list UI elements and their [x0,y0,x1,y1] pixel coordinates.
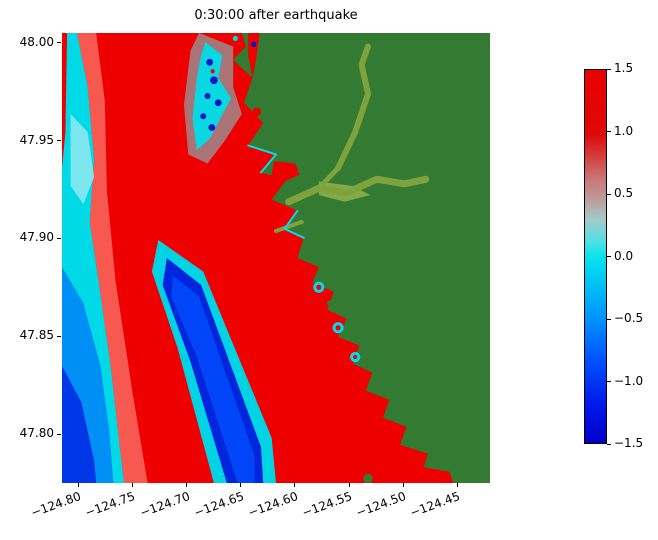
colorbar-tick-label: 0.5 [614,186,634,200]
river-flats-north-branch [335,43,371,171]
y-tick-mark [57,42,61,44]
offshore-transition-band [77,33,148,483]
tsunami-heatmap [62,33,490,483]
colorbar-tick-mark [607,318,611,320]
colorbar-tick-label: −0.5 [614,311,644,325]
map-plot-area [62,33,490,483]
offshore-deep-blue-wedge [62,366,97,483]
y-tick-mark [57,140,61,142]
colorbar-gradient [585,70,606,443]
y-tick-label: 47.95 [19,132,54,147]
colorbar-tick-label: −1.5 [614,436,644,450]
river-flats-connector [316,165,341,191]
river-flats-main [285,175,430,206]
x-tick-mark [186,483,188,487]
colorbar-tick-label: 1.0 [614,123,634,138]
y-tick-label: 47.80 [19,426,54,441]
colorbar-tick-label: −1.0 [614,373,644,388]
land [233,33,490,483]
x-tick-mark [294,483,296,487]
x-tick-mark [348,483,350,487]
flooded-spot [252,107,262,117]
river-flats-coastal [274,220,304,233]
coast-fringe [247,144,277,174]
y-tick-label: 48.00 [19,34,54,49]
colorbar [584,69,607,444]
colorbar-tick-mark [607,68,611,70]
estuary-trough-speck [214,99,222,107]
estuary-zero-patch [192,42,232,150]
colorbar-tick-mark [607,443,611,445]
estuary-trough-speck [204,93,211,99]
estuary-trough-speck [200,113,207,120]
y-tick-mark [57,335,61,337]
y-tick-mark [57,433,61,435]
colorbar-tick-label: 0.0 [614,248,634,263]
far-left-red-sliver [62,33,68,168]
x-tick-mark [77,483,79,487]
colorbar-tick-mark [607,381,611,382]
flooded-river-channel [248,33,260,78]
y-tick-mark [57,237,61,239]
green-islet [363,473,373,483]
coast-zero-speck [232,35,238,41]
colorbar-tick-mark [607,193,611,195]
islet [316,284,322,290]
colorbar-tick-mark [607,131,611,132]
colorbar-tick-label: 1.5 [614,61,634,75]
estuary-red-speck [210,69,215,74]
estuary-trough-speck [210,76,218,85]
offshore-light-bulge [70,114,95,204]
plot-title: 0:30:00 after earthquake [194,8,358,23]
trough-band-core [171,276,255,483]
coast-fringe [283,209,305,239]
islet [353,354,358,360]
flooded-bay-blob [271,161,300,182]
x-tick-mark [240,483,242,487]
estuary-trough-speck [206,58,214,66]
green-islet [326,300,333,306]
estuary-trough-speck [208,124,216,131]
y-tick-label: 47.90 [19,230,54,245]
y-tick-label: 47.85 [19,328,54,343]
x-tick-mark [402,483,404,487]
channel-trough-speck [251,41,257,47]
x-tick-mark [131,483,133,487]
islet [335,325,341,331]
x-tick-mark [456,483,458,487]
colorbar-tick-mark [607,256,611,257]
